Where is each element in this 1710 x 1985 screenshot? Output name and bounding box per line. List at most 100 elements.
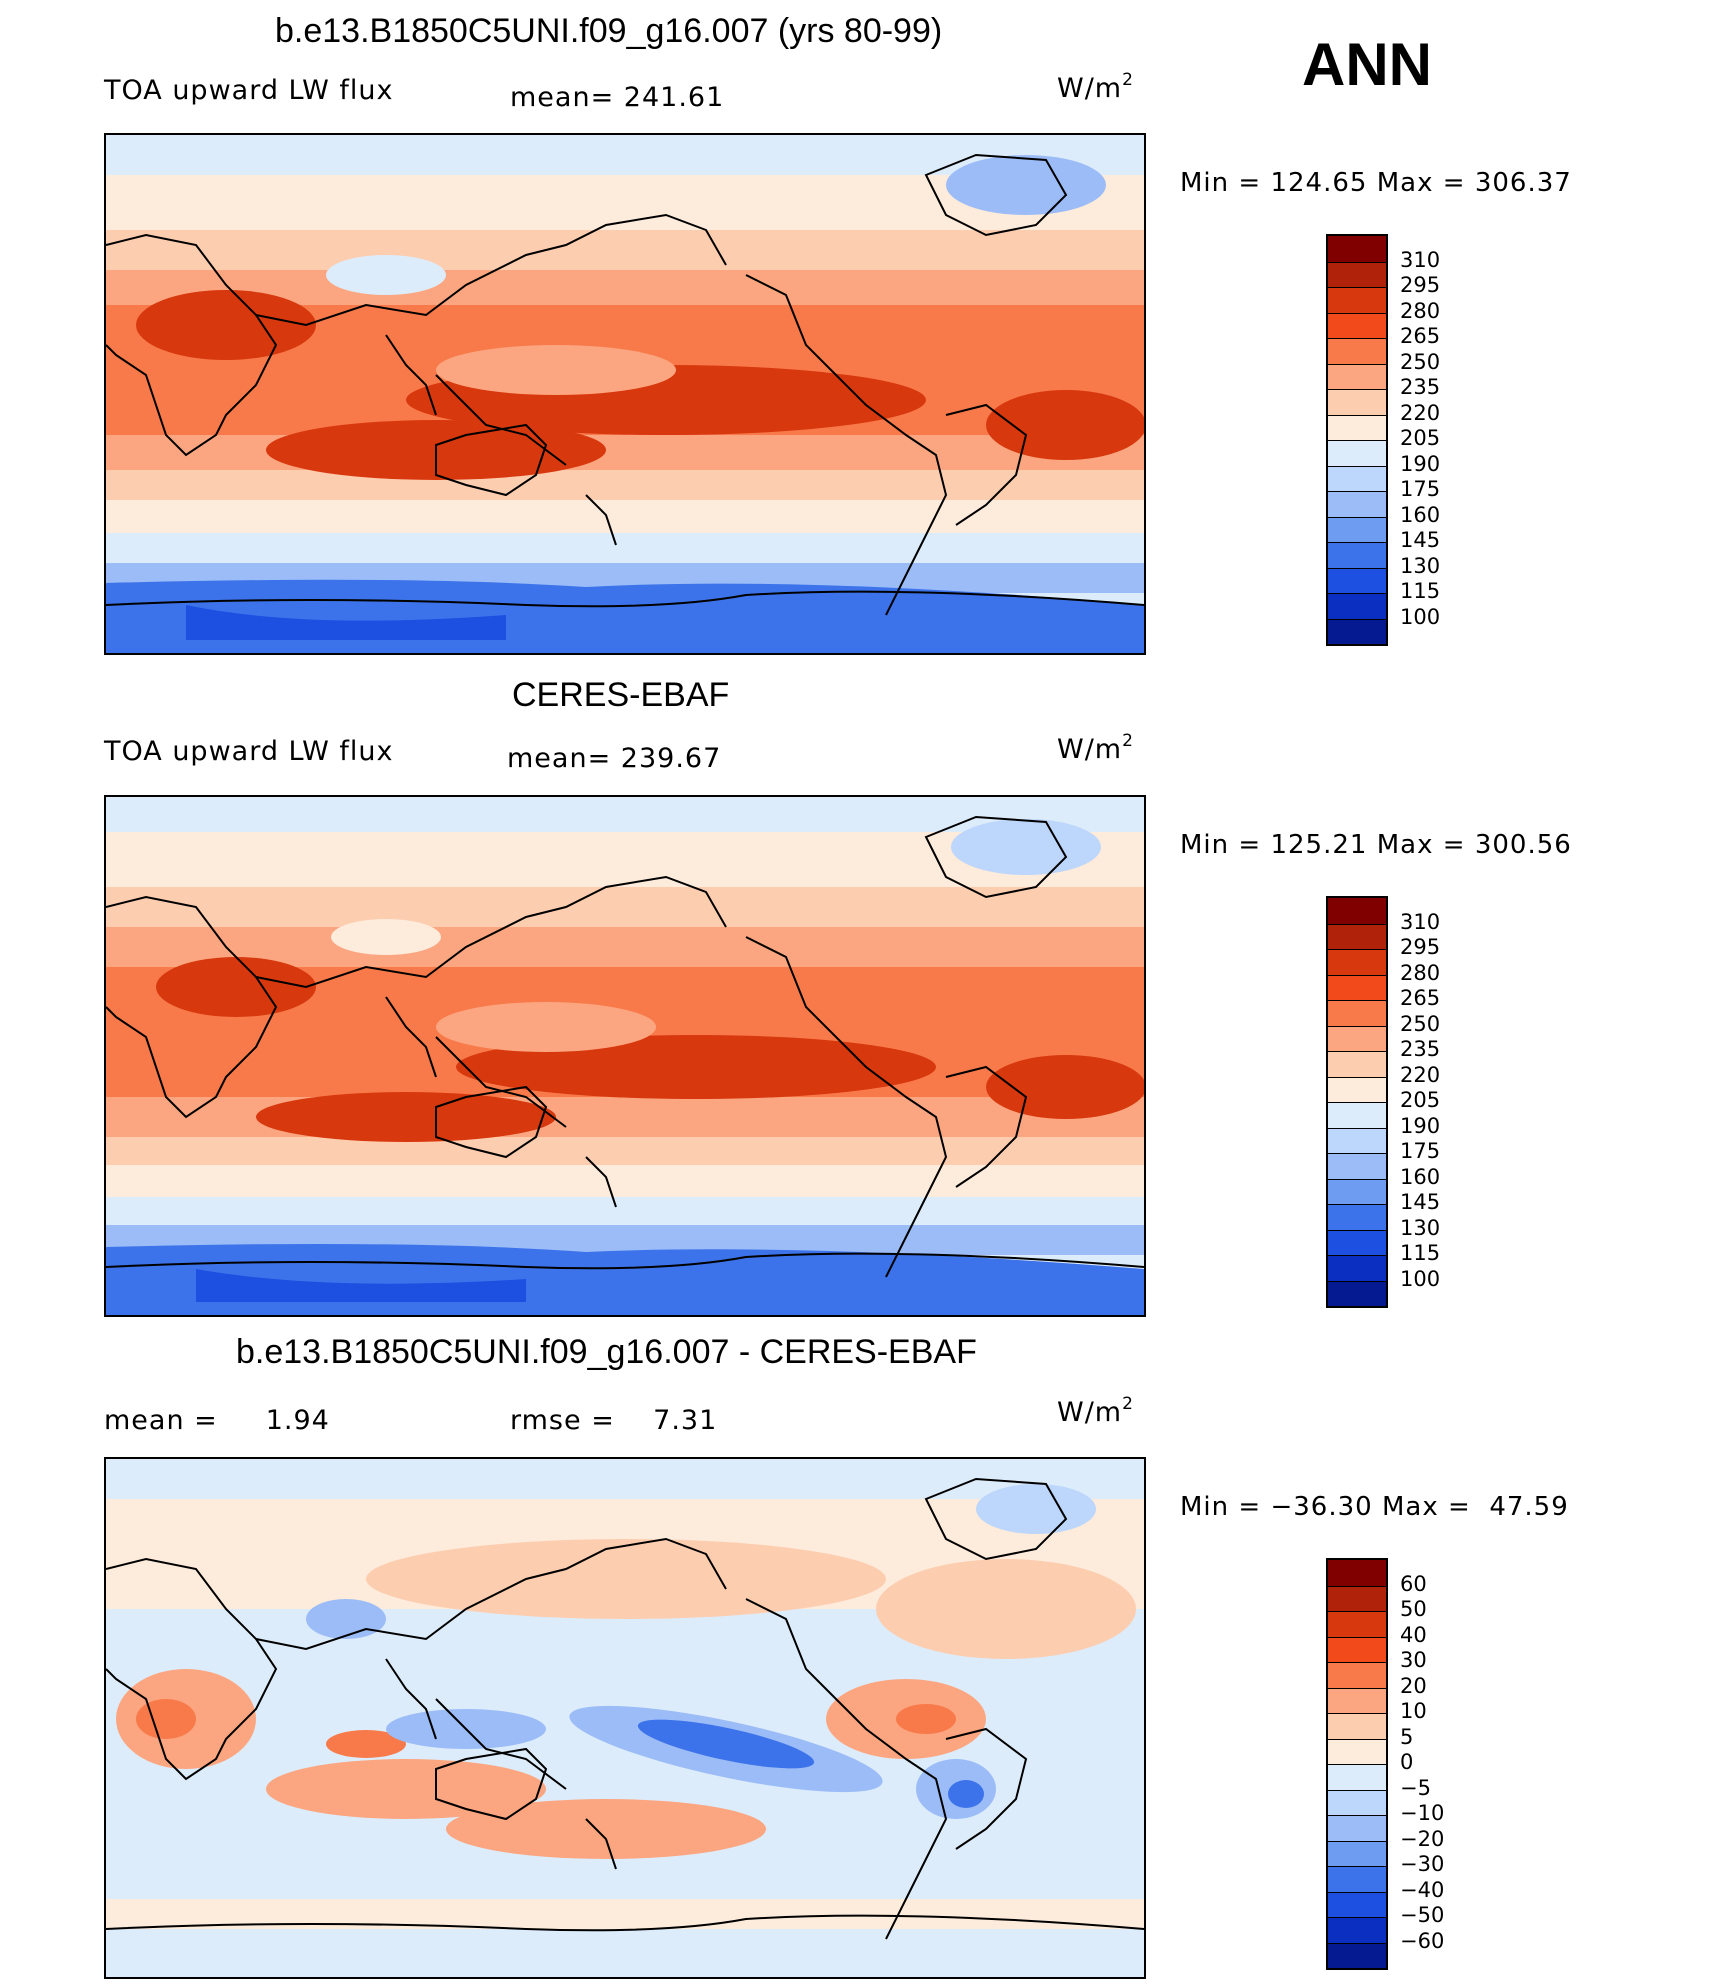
colorbar-tick-label: 250 — [1400, 349, 1441, 374]
panel-3-units-exponent: 2 — [1122, 1394, 1134, 1414]
colorbar-segment — [1328, 363, 1386, 389]
colorbar-tick-label: 250 — [1400, 1011, 1441, 1036]
colorbar-segment — [1328, 1280, 1386, 1306]
colorbar-segment — [1328, 1917, 1386, 1943]
colorbar-tick-label: 5 — [1400, 1724, 1414, 1749]
panel-1-mean-value: 241.61 — [623, 82, 725, 113]
field-greenland-min — [946, 155, 1106, 215]
colorbar-segment — [1328, 1229, 1386, 1255]
colorbar-segment — [1328, 1255, 1386, 1281]
field-warm-pool — [436, 345, 676, 395]
colorbar-segment — [1328, 1102, 1386, 1128]
colorbar-tick-label: 235 — [1400, 1037, 1441, 1061]
colorbar-tick-label: 175 — [1400, 1139, 1441, 1163]
colorbar-tick-label: 265 — [1400, 324, 1441, 348]
colorbar-segment — [1328, 949, 1386, 975]
colorbar-tick-label: 265 — [1400, 986, 1441, 1010]
field-indian-max — [326, 1730, 406, 1758]
colorbar-segment — [1328, 1611, 1386, 1637]
colorbar-segment — [1328, 974, 1386, 1000]
colorbar-tick-label: 160 — [1400, 502, 1441, 527]
colorbar-tick-label: 220 — [1400, 1062, 1441, 1087]
colorbar-tick-label: −20 — [1400, 1826, 1445, 1851]
colorbar-segment — [1328, 898, 1386, 924]
panel-2-map-svg — [106, 797, 1144, 1315]
panel-1-minmax: Min = 124.65 Max = 306.37 — [1180, 168, 1572, 198]
colorbar-segment — [1328, 236, 1386, 262]
colorbar-segment — [1328, 1866, 1386, 1892]
panel-3-min-label: Min — [1180, 1492, 1230, 1522]
panel-3-min-value: −36.30 — [1270, 1492, 1373, 1522]
field-antarctica-core — [186, 605, 506, 640]
panel-1-colorbar — [1326, 234, 1388, 646]
panel-2-title: CERES-EBAF — [512, 676, 730, 714]
field-pacific-min — [637, 1719, 815, 1769]
panel-2-mean: mean= 239.67 — [507, 743, 721, 774]
colorbar-segment — [1328, 261, 1386, 287]
panel-2-max-label: Max — [1376, 830, 1434, 860]
colorbar-tick-label: 145 — [1400, 1190, 1441, 1214]
panel-3-rmse: rmse = 7.31 — [510, 1405, 717, 1436]
panel-2-mean-value: 239.67 — [620, 743, 722, 774]
panel-3-mean: mean = 1.94 — [104, 1405, 330, 1436]
field-tibet-min — [326, 255, 446, 295]
colorbar-tick-label: 160 — [1400, 1164, 1441, 1189]
colorbar-segment — [1328, 1738, 1386, 1764]
colorbar-segment — [1328, 1585, 1386, 1611]
colorbar-segment — [1328, 618, 1386, 644]
colorbar-segment — [1328, 542, 1386, 568]
panel-2-coastlines — [106, 815, 1144, 1278]
colorbar-tick-label: 175 — [1400, 477, 1441, 501]
colorbar-segment — [1328, 287, 1386, 313]
panel-3-rmse-value: 7.31 — [653, 1405, 718, 1436]
panel-1-min-label: Min — [1180, 168, 1230, 198]
panel-3-map — [104, 1457, 1146, 1979]
panel-2-minmax: Min = 125.21 Max = 300.56 — [1180, 830, 1572, 860]
colorbar-segment — [1328, 1178, 1386, 1204]
panel-2-units: W/m2 — [1057, 731, 1134, 765]
field-greenland-min — [951, 819, 1101, 875]
panel-3-max-label: Max — [1381, 1492, 1439, 1522]
colorbar-segment — [1328, 516, 1386, 542]
field-spcz-pos — [446, 1799, 766, 1859]
colorbar-tick-label: 295 — [1400, 935, 1441, 959]
colorbar-tick-label: 20 — [1400, 1673, 1427, 1698]
colorbar-tick-label: 280 — [1400, 960, 1441, 985]
panel-1-units: W/m2 — [1057, 70, 1134, 104]
field-north-atlantic-pos — [876, 1559, 1136, 1659]
field-indian-pos — [266, 1759, 546, 1819]
panel-2-units-exponent: 2 — [1122, 731, 1134, 751]
colorbar-segment — [1328, 465, 1386, 491]
colorbar-segment — [1328, 491, 1386, 517]
panel-1-title: b.e13.B1850C5UNI.f09_g16.007 (yrs 80-99) — [275, 12, 943, 50]
colorbar-tick-label: 115 — [1400, 579, 1441, 603]
colorbar-tick-label: 50 — [1400, 1597, 1427, 1621]
panel-3-units: W/m2 — [1057, 1394, 1134, 1428]
colorbar-segment — [1328, 1891, 1386, 1917]
field-north-pacific-pos — [366, 1539, 886, 1619]
field-amazon-max — [896, 1704, 956, 1734]
panel-2-mean-label: mean= — [507, 743, 612, 774]
season-label: ANN — [1302, 31, 1432, 98]
panel-2-max-value: 300.56 — [1474, 830, 1572, 860]
colorbar-segment — [1328, 567, 1386, 593]
colorbar-segment — [1328, 440, 1386, 466]
colorbar-segment — [1328, 1942, 1386, 1968]
panel-2-colorbar — [1326, 896, 1388, 1308]
panel-2-min-value: 125.21 — [1270, 830, 1368, 860]
colorbar-tick-label: 0 — [1400, 1750, 1414, 1774]
panel-1-field — [106, 135, 1144, 653]
panel-3-max-value: 47.59 — [1489, 1492, 1569, 1522]
panel-1-mean-label: mean= — [510, 82, 615, 113]
colorbar-tick-label: −30 — [1400, 1852, 1445, 1876]
colorbar-tick-label: −60 — [1400, 1928, 1445, 1953]
panel-1-units-exponent: 2 — [1122, 70, 1134, 90]
colorbar-segment — [1328, 389, 1386, 415]
panel-3-field — [106, 1459, 1144, 1977]
field-tibet-min — [331, 919, 441, 955]
colorbar-segment — [1328, 1636, 1386, 1662]
colorbar-tick-label: −50 — [1400, 1903, 1445, 1927]
panel-3-colorbar — [1326, 1558, 1388, 1970]
field-atlantic-max — [986, 390, 1144, 460]
colorbar-segment — [1328, 1127, 1386, 1153]
